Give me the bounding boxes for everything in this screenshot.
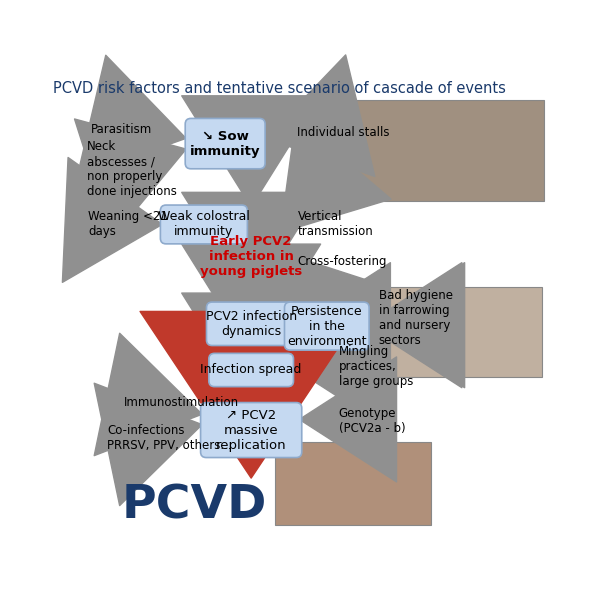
FancyBboxPatch shape (284, 302, 369, 350)
Text: Individual stalls: Individual stalls (298, 125, 390, 139)
Text: Persistence
in the
environment: Persistence in the environment (287, 305, 367, 347)
FancyBboxPatch shape (209, 353, 293, 386)
Text: Cross-fostering: Cross-fostering (298, 255, 387, 268)
FancyBboxPatch shape (160, 205, 248, 244)
Text: Weaning <21
days: Weaning <21 days (88, 209, 168, 238)
Text: Neck
abscesses /
non properly
done injections: Neck abscesses / non properly done injec… (87, 140, 176, 198)
Text: Bad hygiene
in farrowing
and nursery
sectors: Bad hygiene in farrowing and nursery sec… (379, 289, 453, 347)
Text: Immunostimulation: Immunostimulation (123, 396, 239, 409)
Text: PCV2 infection
dynamics: PCV2 infection dynamics (206, 310, 296, 338)
Text: Infection spread: Infection spread (201, 364, 302, 376)
Text: Genotype
(PCV2a - b): Genotype (PCV2a - b) (339, 407, 405, 435)
FancyBboxPatch shape (334, 287, 542, 377)
Text: PCVD risk factors and tentative scenario of cascade of events: PCVD risk factors and tentative scenario… (53, 80, 506, 95)
Text: Early PCV2
infection in
young piglets: Early PCV2 infection in young piglets (200, 235, 303, 278)
FancyBboxPatch shape (185, 118, 265, 169)
Text: Weak colostral
immunity: Weak colostral immunity (158, 211, 250, 238)
Text: ↘ Sow
immunity: ↘ Sow immunity (190, 130, 260, 158)
FancyBboxPatch shape (325, 100, 544, 202)
Text: ↗ PCV2
massive
replication: ↗ PCV2 massive replication (216, 409, 287, 452)
FancyBboxPatch shape (201, 403, 302, 458)
Text: PCVD: PCVD (122, 484, 267, 529)
FancyBboxPatch shape (207, 302, 296, 346)
FancyBboxPatch shape (274, 442, 431, 525)
Text: Mingling
practices,
large groups: Mingling practices, large groups (339, 345, 413, 388)
Text: Co-infections
PRRSV, PPV, others...: Co-infections PRRSV, PPV, others... (107, 424, 232, 452)
Text: Vertical
transmission: Vertical transmission (298, 209, 373, 238)
Text: Parasitism: Parasitism (90, 123, 152, 136)
